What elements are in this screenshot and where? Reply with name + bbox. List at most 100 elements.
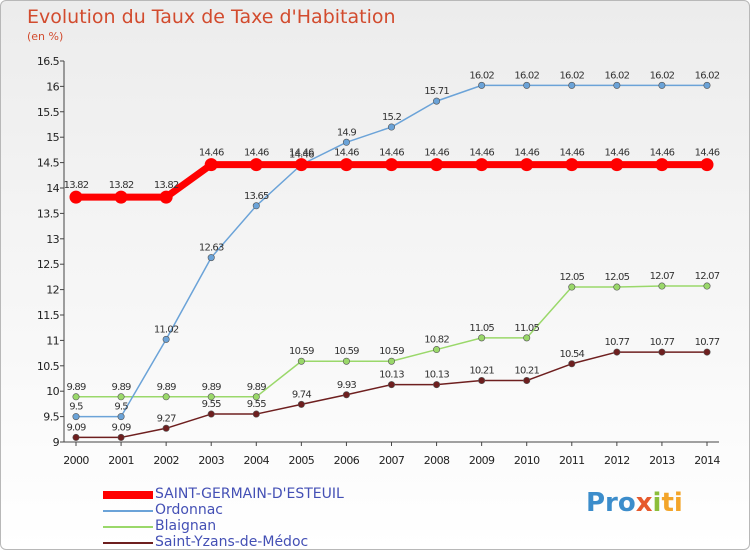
data-label: 14.46 [334,148,359,159]
data-label: 9.5 [114,402,128,413]
data-point [297,400,305,408]
data-label: 14.46 [605,148,630,159]
data-point [69,190,83,204]
data-point [478,334,486,342]
data-point [478,377,486,385]
x-tick-label: 2006 [334,454,360,467]
legend-label: SAINT-GERMAIN-D'ESTEUIL [155,486,344,502]
data-label: 10.59 [379,346,404,357]
data-label: 16.02 [695,70,720,81]
data-point [207,393,215,401]
data-point [252,410,260,418]
data-label: 16.02 [605,70,630,81]
legend-item: Blaignan [103,518,423,536]
data-point [475,158,489,172]
data-point [613,283,621,291]
data-label: 11.05 [514,323,539,334]
chart-subtitle: (en %) [27,30,64,43]
data-point [478,81,486,89]
data-label: 10.82 [424,335,449,346]
data-label: 9.89 [66,382,86,393]
y-tick-label: 10.5 [37,360,60,373]
data-label: 11.05 [469,323,494,334]
data-label: 14.46 [469,148,494,159]
y-tick-label: 16.5 [37,55,60,68]
data-point [520,158,534,172]
data-label: 9.55 [247,399,267,410]
x-tick-label: 2009 [469,454,495,467]
series-lines [69,81,714,441]
data-label: 12.07 [695,271,720,282]
data-label: 9.5 [69,402,83,413]
data-label: 14.9 [337,127,357,138]
data-point [297,357,305,365]
data-label: 14.46 [289,148,314,159]
data-label: 9.09 [112,422,132,433]
data-point [72,433,80,441]
data-label: 9.55 [202,399,222,410]
data-point [342,138,350,146]
data-point [252,393,260,401]
data-label: 11.02 [154,324,179,335]
data-point [342,357,350,365]
data-label: 14.46 [559,148,584,159]
data-label: 14.46 [289,150,314,161]
data-label: 9.93 [337,380,357,391]
data-point [523,81,531,89]
data-point [207,254,215,262]
data-point [342,391,350,399]
data-point [610,158,624,172]
data-label: 12.05 [605,272,630,283]
y-tick-label: 14 [46,182,59,195]
data-label: 14.46 [199,148,224,159]
data-label: 13.82 [109,180,134,191]
data-label: 14.46 [424,148,449,159]
data-point [387,123,395,131]
data-label: 9.89 [247,382,267,393]
data-point [162,335,170,343]
data-label: 10.21 [469,366,494,377]
x-tick-label: 2007 [379,454,405,467]
data-point [430,158,444,172]
x-tick-label: 2008 [424,454,450,467]
legend-swatch-blue [103,510,153,512]
y-tick-label: 10 [46,385,59,398]
data-label: 13.82 [154,180,179,191]
data-label: 15.2 [382,112,402,123]
x-tick-label: 2000 [63,454,89,467]
data-label: 13.65 [244,191,269,202]
data-point [162,393,170,401]
data-point [433,346,441,354]
data-label: 9.09 [66,422,86,433]
data-point [613,348,621,356]
x-tick-label: 2004 [243,454,269,467]
x-tick-label: 2014 [694,454,720,467]
data-point [523,377,531,385]
legend-item: Saint-Yzans-de-Médoc [103,534,423,550]
data-label: 14.46 [514,148,539,159]
data-label: 10.13 [379,370,404,381]
data-point [433,381,441,389]
data-label: 12.07 [650,271,675,282]
legend: SAINT-GERMAIN-D'ESTEUIL Ordonnac Blaigna… [103,486,423,550]
data-point [703,282,711,290]
legend-label: Saint-Yzans-de-Médoc [155,534,309,550]
x-tick-label: 2001 [108,454,134,467]
legend-swatch-green [103,526,153,528]
y-tick-label: 9.5 [43,411,59,424]
y-tick-label: 15 [46,131,59,144]
data-label: 14.46 [244,148,269,159]
data-point [568,283,576,291]
y-tick-label: 14.5 [37,157,60,170]
data-point [252,202,260,210]
series-line [76,84,707,418]
chart-title: Evolution du Taux de Taxe d'Habitation [27,6,396,28]
legend-swatch-brown [103,542,153,544]
legend-item: SAINT-GERMAIN-D'ESTEUIL [103,486,423,504]
data-label: 10.77 [650,337,675,348]
x-tick-label: 2005 [289,454,315,467]
x-tick-label: 2012 [604,454,630,467]
data-point [339,158,353,172]
data-label: 14.46 [379,148,404,159]
